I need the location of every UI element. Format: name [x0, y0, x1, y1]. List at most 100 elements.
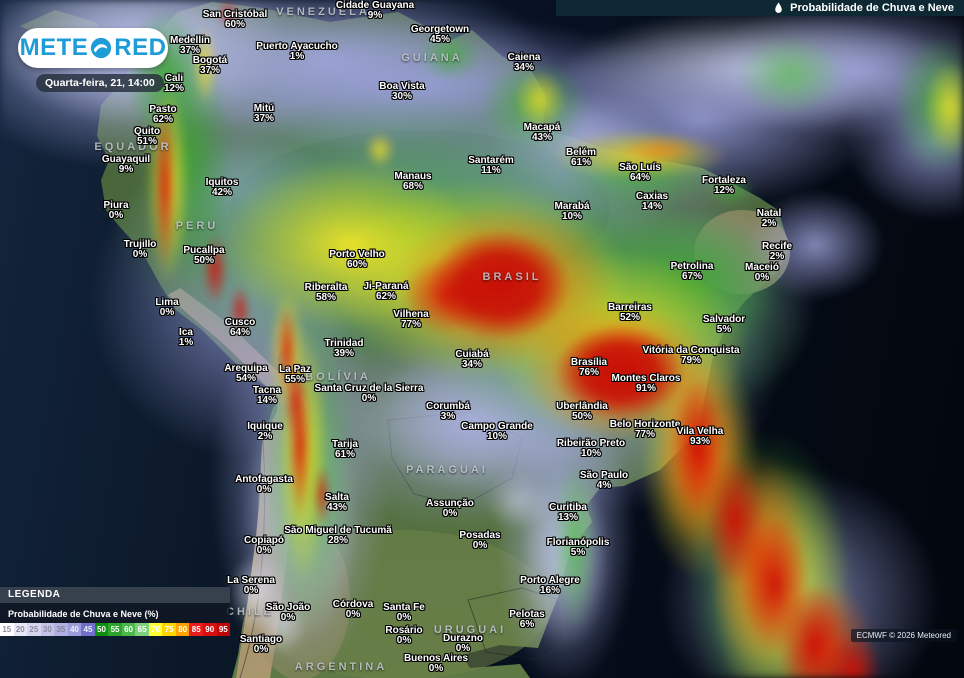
- city-label: Medellín 37%: [170, 36, 210, 56]
- city-value: 77%: [634, 429, 655, 440]
- city-name: Belo Horizonte: [609, 419, 681, 430]
- city-label: Cusco 64%: [225, 318, 256, 338]
- droplet-icon: [775, 2, 782, 13]
- city-value: 14%: [641, 201, 662, 212]
- city-value: 0%: [243, 585, 259, 596]
- city-name: Santa Cruz de la Sierra: [314, 383, 424, 394]
- legend-scale-cell: 65: [135, 623, 149, 636]
- city-label: Macapá 43%: [524, 123, 561, 143]
- city-name: Vitória da Conquista: [642, 345, 740, 356]
- city-value: 10%: [486, 431, 507, 442]
- city-name: Cuiabá: [455, 349, 489, 360]
- city-name: Pasto: [149, 104, 177, 115]
- city-label: São Luís 64%: [619, 163, 661, 183]
- city-value: 16%: [539, 585, 561, 596]
- city-label: São Paulo 4%: [580, 471, 628, 491]
- city-name: Tacna: [252, 385, 282, 396]
- city-label: Riberalta 58%: [305, 283, 348, 303]
- city-value: 37%: [199, 65, 221, 76]
- city-value: 1%: [178, 337, 194, 348]
- city-value: 42%: [211, 187, 232, 198]
- city-name: Porto Velho: [329, 249, 385, 260]
- city-value: 0%: [428, 663, 444, 674]
- city-name: Pucallpa: [183, 245, 225, 256]
- city-value: 43%: [326, 502, 347, 513]
- city-name: Arequipa: [224, 363, 268, 374]
- city-value: 6%: [519, 619, 535, 630]
- city-label: Porto Velho 60%: [329, 250, 385, 270]
- city-label: Rosário 0%: [385, 626, 422, 646]
- city-value: 3%: [440, 411, 456, 422]
- city-label: La Paz 55%: [279, 365, 311, 385]
- city-label: Cali 12%: [164, 74, 184, 94]
- city-value: 60%: [346, 259, 367, 270]
- city-value: 61%: [570, 157, 592, 168]
- city-label: Vilhena 77%: [393, 310, 428, 330]
- city-label: Arequipa 54%: [224, 364, 267, 384]
- legend-subtitle: Probabilidade de Chuva e Neve (%): [8, 609, 159, 619]
- city-label: Santiago 0%: [240, 635, 282, 655]
- city-value: 64%: [229, 327, 250, 338]
- city-value: 55%: [284, 374, 305, 385]
- city-label: Vitória da Conquista 79%: [642, 346, 739, 366]
- meteored-o-icon: [91, 37, 112, 59]
- city-name: Iquique: [247, 421, 283, 432]
- city-label: Fortaleza 12%: [702, 176, 746, 196]
- city-value: 77%: [400, 319, 422, 330]
- city-label: Florianópolis 5%: [547, 538, 610, 558]
- city-label: Ica 1%: [179, 328, 193, 348]
- city-name: Antofagasta: [235, 474, 293, 485]
- city-name: São Miguel de Tucumã: [284, 525, 392, 536]
- city-value: 9%: [118, 164, 134, 175]
- city-name: Curitiba: [549, 502, 587, 513]
- attribution: ECMWF © 2026 Meteored: [850, 629, 957, 642]
- legend-scale-cell: 40: [67, 623, 82, 636]
- city-name: Medellín: [169, 35, 211, 46]
- city-label: Salta 43%: [325, 493, 349, 513]
- city-name: La Paz: [279, 364, 311, 375]
- city-value: 93%: [689, 436, 711, 447]
- legend-scale-cell: 60: [121, 623, 136, 636]
- city-label: Trinidad 39%: [325, 339, 364, 359]
- city-value: 0%: [442, 508, 458, 519]
- logo-text-left: METE: [19, 34, 89, 61]
- legend-scale-cell: 30: [40, 623, 55, 636]
- legend-scale-cell: 15: [0, 623, 14, 636]
- legend-scale-cell: 75: [162, 623, 176, 636]
- city-name: Santa Fe: [383, 602, 425, 613]
- city-value: 0%: [108, 210, 124, 221]
- city-name: Macapá: [523, 122, 561, 133]
- city-label: Ji-Paraná 62%: [363, 282, 408, 302]
- legend-scale-cell: 35: [54, 623, 68, 636]
- city-label: Buenos Aires 0%: [404, 654, 468, 674]
- city-name: São João: [265, 602, 311, 613]
- city-value: 10%: [561, 211, 583, 222]
- city-value: 60%: [224, 19, 245, 30]
- city-name: Fortaleza: [702, 175, 746, 186]
- city-label: São Miguel de Tucumã 28%: [284, 526, 392, 546]
- city-label: Piura 0%: [103, 201, 128, 221]
- city-value: 51%: [136, 136, 158, 147]
- city-name: Bogotá: [192, 55, 228, 66]
- city-label: San Cristóbal 60%: [203, 10, 267, 30]
- legend-scale-cell: 95: [216, 623, 231, 636]
- city-name: Trujillo: [123, 239, 157, 250]
- city-value: 4%: [596, 480, 612, 491]
- legend-scale-cell: 90: [202, 623, 217, 636]
- city-value: 0%: [361, 393, 377, 404]
- city-label: Natal 2%: [757, 209, 781, 229]
- city-value: 30%: [391, 91, 413, 102]
- city-label: Puerto Ayacucho 1%: [256, 42, 338, 62]
- city-value: 54%: [235, 373, 256, 384]
- legend-scale-cell: 45: [81, 623, 95, 636]
- city-name: Petrolina: [670, 261, 714, 272]
- city-value: 10%: [580, 448, 602, 459]
- city-label: Lima 0%: [155, 298, 178, 318]
- city-label: Tarija 61%: [332, 440, 358, 460]
- city-value: 91%: [635, 383, 656, 394]
- city-name: Recife: [761, 241, 793, 252]
- city-value: 34%: [461, 359, 482, 370]
- city-value: 62%: [152, 114, 174, 125]
- city-value: 0%: [396, 635, 412, 646]
